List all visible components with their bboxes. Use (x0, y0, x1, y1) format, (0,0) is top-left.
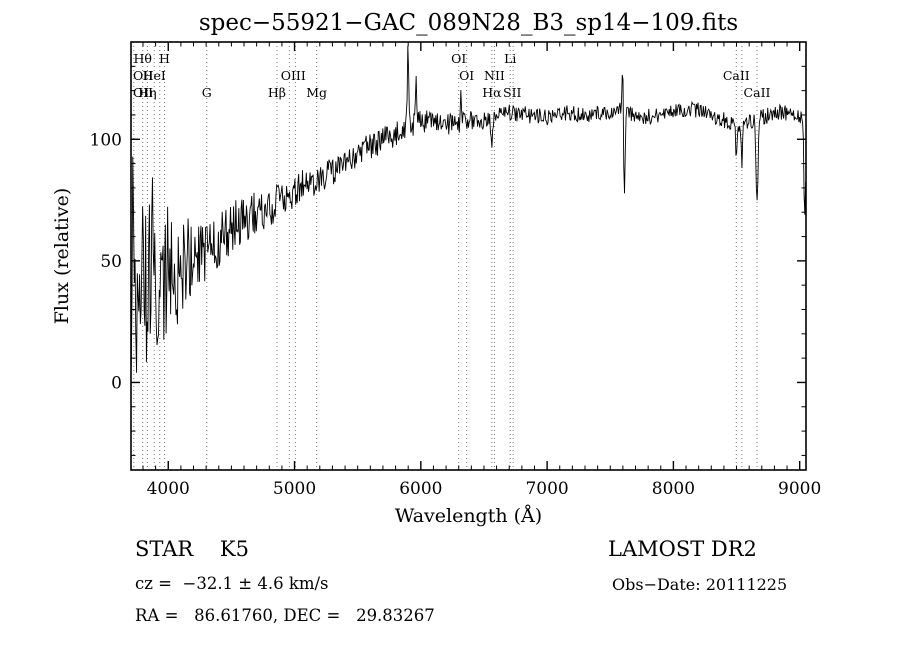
marker-label: OIII (281, 68, 306, 83)
marker-label: OII (133, 68, 153, 83)
x-tick-label: 9000 (778, 479, 821, 499)
spectrum-trace (131, 45, 806, 373)
cz-text: cz = −32.1 ± 4.6 km/s (135, 574, 329, 593)
axes-box (130, 41, 807, 471)
marker-label: NII (484, 68, 505, 83)
x-tick-label: 4000 (147, 479, 190, 499)
marker-label: CaII (744, 85, 771, 100)
marker-label: OII (133, 85, 153, 100)
obs-date-text: Obs−Date: 20111225 (612, 575, 788, 594)
survey-text: LAMOST DR2 (608, 537, 757, 561)
y-tick-label: 100 (90, 130, 122, 150)
marker-label: G (202, 85, 212, 100)
y-tick-label: 0 (111, 373, 122, 393)
marker-label: Hα (482, 85, 502, 100)
y-tick-label: 50 (100, 252, 122, 272)
marker-label: CaII (723, 68, 750, 83)
marker-label: H (159, 51, 170, 66)
plot-title: spec−55921−GAC_089N28_B3_sp14−109.fits (198, 10, 739, 36)
x-tick-label: 5000 (273, 479, 316, 499)
marker-label: Hη (138, 85, 156, 100)
classification-text: STAR K5 (135, 537, 249, 561)
marker-label: Hθ (134, 51, 152, 66)
x-tick-label: 7000 (525, 479, 568, 499)
marker-label: Hβ (268, 85, 286, 100)
x-tick-label: 8000 (652, 479, 695, 499)
x-tick-label: 6000 (399, 479, 442, 499)
y-axis-label: Flux (relative) (51, 187, 73, 325)
marker-label: Li (504, 51, 516, 66)
x-axis-label: Wavelength (Å) (394, 505, 543, 527)
marker-label: SII (503, 85, 522, 100)
marker-label: OI (451, 51, 466, 66)
marker-label: Mg (306, 85, 327, 100)
marker-label: OI (459, 68, 474, 83)
ra-dec-text: RA = 86.61760, DEC = 29.83267 (135, 606, 435, 625)
marker-label: HeI (143, 68, 166, 83)
